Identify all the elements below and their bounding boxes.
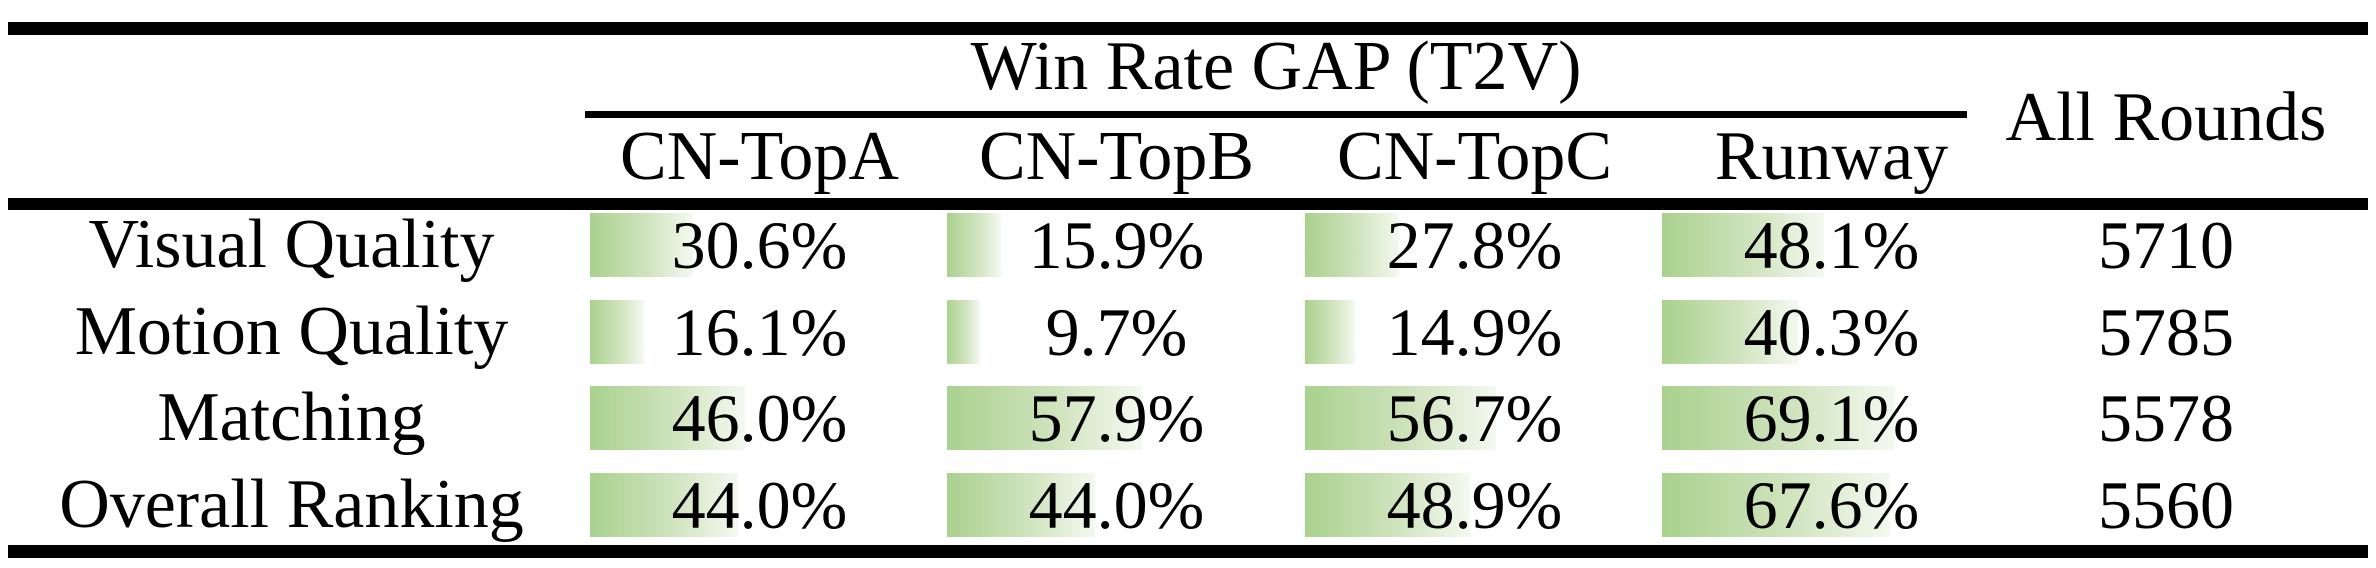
win-rate-cell: 14.9% <box>1296 289 1653 375</box>
win-rate-cell: 56.7% <box>1296 375 1653 461</box>
column-header-cn-topa: CN-TopA <box>620 118 899 195</box>
win-rate-cell: 44.0% <box>938 462 1295 548</box>
win-rate-value: 14.9% <box>1386 294 1563 370</box>
all-rounds-value: 5710 <box>2098 207 2234 283</box>
all-rounds-value: 5785 <box>2098 294 2234 370</box>
win-rate-cell: 46.0% <box>581 375 938 461</box>
win-rate-value: 48.9% <box>1386 467 1563 543</box>
row-label: Visual Quality <box>88 206 495 283</box>
win-rate-value: 15.9% <box>1028 207 1205 283</box>
win-rate-cell: 69.1% <box>1653 375 2010 461</box>
win-rate-data-bar <box>1305 386 1497 450</box>
win-rate-data-bar <box>947 473 1096 537</box>
win-rate-cell: 48.1% <box>1653 202 2010 288</box>
win-rate-data-bar <box>1662 300 1798 364</box>
win-rate-cell: 15.9% <box>938 202 1295 288</box>
win-rate-data-bar <box>590 213 694 277</box>
win-rate-value: 40.3% <box>1743 294 1920 370</box>
header-separator-rule <box>8 198 2368 210</box>
win-rate-value: 57.9% <box>1028 380 1205 456</box>
win-rate-value: 67.6% <box>1743 467 1920 543</box>
row-label: Matching <box>157 379 426 456</box>
row-label: Motion Quality <box>74 293 509 370</box>
win-rate-value: 27.8% <box>1386 207 1563 283</box>
win-rate-cell: 27.8% <box>1296 202 1653 288</box>
win-rate-data-bar <box>590 386 745 450</box>
win-rate-data-bar <box>1662 473 1890 537</box>
win-rate-value: 69.1% <box>1743 380 1920 456</box>
win-rate-cell: 30.6% <box>581 202 938 288</box>
win-rate-data-bar <box>947 300 980 364</box>
column-header-cn-topb: CN-TopB <box>978 118 1255 195</box>
win-rate-cell: 57.9% <box>938 375 1295 461</box>
win-rate-cell: 16.1% <box>581 289 938 375</box>
all-rounds-value: 5578 <box>2098 380 2234 456</box>
win-rate-data-bar <box>590 473 739 537</box>
win-rate-cell: 9.7% <box>938 289 1295 375</box>
win-rate-data-bar <box>947 213 1001 277</box>
win-rate-data-bar <box>1305 473 1470 537</box>
column-header-cn-topc: CN-TopC <box>1336 118 1613 195</box>
win-rate-cell: 48.9% <box>1296 462 1653 548</box>
column-header-all-rounds: All Rounds <box>2005 79 2327 156</box>
bottom-rule <box>8 545 2368 558</box>
win-rate-data-bar <box>1305 213 1399 277</box>
top-rule <box>8 22 2368 35</box>
win-rate-value: 30.6% <box>671 207 848 283</box>
win-rate-value: 44.0% <box>1028 467 1205 543</box>
win-rate-data-bar <box>1662 386 1895 450</box>
win-rate-value: 16.1% <box>671 294 848 370</box>
table-row-motion-quality: Motion Quality 16.1% 9.7% 14.9% 40.3% 57… <box>0 289 2376 375</box>
win-rate-data-bar <box>947 386 1143 450</box>
win-rate-data-bar <box>1662 213 1825 277</box>
win-rate-value: 56.7% <box>1386 380 1563 456</box>
column-header-runway: Runway <box>1714 118 1949 195</box>
win-rate-cell: 44.0% <box>581 462 938 548</box>
table-row-visual-quality: Visual Quality 30.6% 15.9% 27.8% 48.1% 5… <box>0 202 2376 288</box>
all-rounds-value: 5560 <box>2098 467 2234 543</box>
win-rate-value: 46.0% <box>671 380 848 456</box>
table-row-matching: Matching 46.0% 57.9% 56.7% 69.1% 5578 <box>0 375 2376 461</box>
row-label: Overall Ranking <box>59 466 524 543</box>
table-row-overall-ranking: Overall Ranking 44.0% 44.0% 48.9% 67.6% … <box>0 462 2376 548</box>
win-rate-data-bar <box>1305 300 1356 364</box>
win-rate-value: 44.0% <box>671 467 848 543</box>
title-underline-rule <box>585 111 1967 118</box>
table-title: Win Rate GAP (T2V) <box>970 28 1582 105</box>
win-rate-cell: 67.6% <box>1653 462 2010 548</box>
win-rate-data-bar <box>590 300 645 364</box>
win-rate-cell: 40.3% <box>1653 289 2010 375</box>
win-rate-value: 48.1% <box>1743 207 1920 283</box>
win-rate-value: 9.7% <box>1045 294 1188 370</box>
